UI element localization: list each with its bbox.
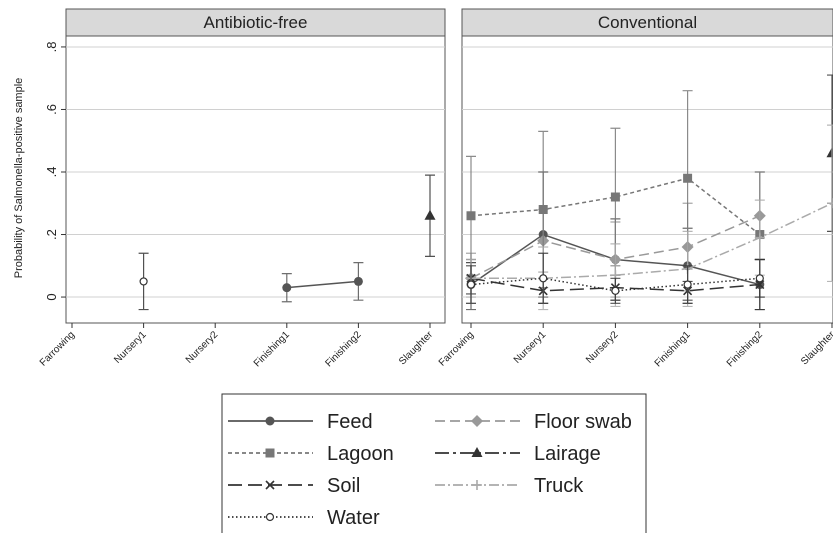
legend-label: Truck [534,475,584,497]
y-tick-label: .4 [44,167,59,178]
x-tick-label: Slaughter [799,329,833,368]
x-tick-label: Slaughter [397,329,436,368]
y-axis-label: Probability of Salmonella-positive sampl… [13,78,25,279]
point [282,283,292,293]
point [353,276,363,286]
legend-label: Water [327,507,380,529]
panel-title: Antibiotic-free [204,13,308,32]
x-tick-label: Finishing2 [725,329,765,369]
legend-label: Lairage [534,443,601,465]
x-tick-label: Finishing1 [252,329,292,369]
legend-marker [265,448,275,458]
point [827,198,833,209]
x-tick-label: Nursery1 [112,329,149,366]
legend-marker [472,480,482,490]
legend-marker [265,480,275,490]
point [826,147,833,158]
y-tick-label: 0 [44,293,59,300]
x-tick-label: Nursery2 [184,329,221,366]
point [755,274,764,283]
legend-marker [265,512,275,522]
legend-label: Soil [327,475,360,497]
y-tick-label: .2 [44,229,59,240]
legend-box [221,393,647,533]
legend-label: Lagoon [327,443,394,465]
point [683,173,693,183]
panel-header [461,8,833,37]
x-tick-label: Finishing1 [653,329,693,369]
point [466,280,476,289]
x-tick-label: Farrowing [38,329,77,368]
x-tick-label: Farrowing [437,329,476,368]
y-tick-label: .6 [44,104,59,115]
legend-marker [471,447,483,457]
point [538,205,548,215]
point [466,211,476,221]
series-line [470,277,760,292]
panel-header [65,8,446,37]
x-tick-label: Nursery1 [512,329,549,366]
series-line [286,280,359,289]
plot-area [138,174,436,311]
point [754,232,765,243]
point [683,280,692,289]
panel-background [65,35,446,324]
legend-marker [471,415,483,427]
series-line [471,202,833,280]
legend-label: Floor swab [534,411,632,433]
x-tick-label: Nursery2 [584,329,621,366]
point [610,192,620,202]
y-tick-label: .8 [44,42,59,53]
plot-area [465,74,833,311]
point [611,286,620,295]
point [424,209,436,220]
legend-marker [265,416,275,426]
legend-label: Feed [327,411,373,433]
point [539,274,548,283]
panel-title: Conventional [598,13,697,32]
x-tick-label: Finishing2 [324,329,364,369]
panel-background [461,35,833,324]
point [139,277,148,286]
